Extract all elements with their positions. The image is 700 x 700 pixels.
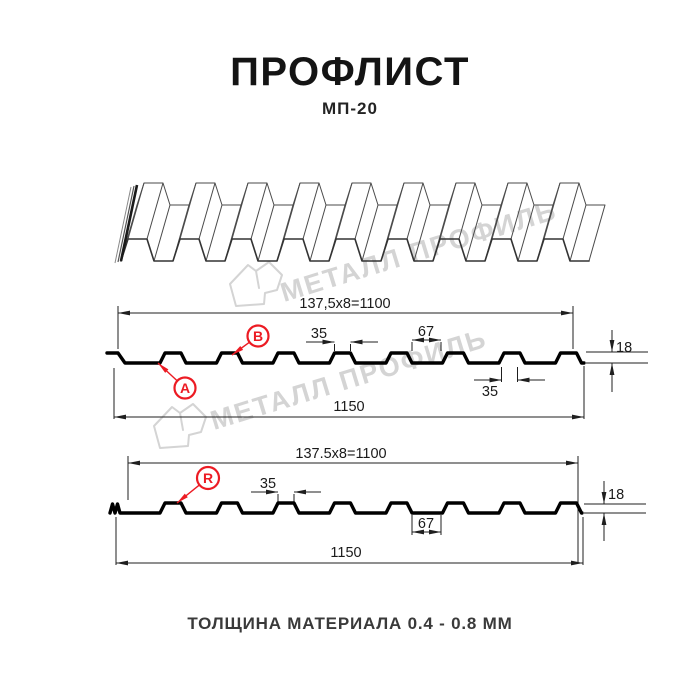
dimension-label: 35	[260, 476, 276, 492]
material-thickness-note: ТОЛЩИНА МАТЕРИАЛА 0.4 - 0.8 ММ	[187, 614, 513, 633]
dimension-label: 18	[616, 340, 632, 356]
dimension-arrow	[572, 414, 584, 420]
rib-fold-line	[588, 204, 606, 262]
dimension-arrow	[158, 363, 169, 373]
rib-fold-line	[205, 204, 223, 262]
brand-logo-outline	[229, 261, 283, 307]
dimension-arrow	[517, 377, 530, 383]
rib-fold-line	[387, 182, 405, 240]
dimension-arrow	[294, 489, 306, 495]
sheet-end-cap	[117, 185, 135, 263]
point-label-letter: R	[203, 470, 213, 486]
dimension-arrow	[350, 339, 363, 345]
rib-fold-line	[361, 204, 379, 262]
dimension-label: 137.5x8=1100	[295, 446, 386, 462]
rib-fold-line	[562, 182, 580, 240]
rib-fold-line	[335, 182, 353, 240]
dimension-arrow	[566, 460, 578, 466]
sheet-end-cap	[119, 184, 139, 262]
dimension-arrow	[489, 377, 502, 383]
rib-fold-line	[257, 204, 275, 262]
dimension-arrow	[412, 337, 424, 343]
point-label-circle	[195, 465, 221, 491]
rib-fold-line	[439, 182, 457, 240]
point-label-circle	[173, 376, 197, 400]
dimension-arrow	[429, 529, 441, 535]
profile-outline	[108, 501, 584, 515]
cross-section-side-R: 137.5x8=1100 1150 35 67 18 R	[108, 446, 646, 566]
dimension-label: 35	[311, 326, 327, 342]
watermark-text: МЕТАЛЛ ПРОФИЛЬ	[207, 323, 491, 436]
rib-fold-line	[354, 182, 372, 240]
dimension-arrow	[116, 560, 128, 566]
dimension-label: 1150	[330, 545, 361, 561]
rib-fold-line	[543, 182, 561, 240]
sheet-front-edge	[120, 238, 590, 262]
page-title: ПРОФЛИСТ	[230, 50, 470, 94]
dimension-arrow	[561, 310, 573, 316]
rib-fold-line	[250, 182, 268, 240]
dimension-arrow	[601, 492, 607, 504]
rib-fold-line	[458, 182, 476, 240]
rib-fold-line	[198, 182, 216, 240]
profile-3d-view	[114, 182, 606, 264]
rib-fold-line	[465, 204, 483, 262]
rib-fold-line	[179, 182, 197, 240]
dimension-arrow	[232, 346, 244, 355]
brand-logo-outline	[153, 403, 207, 449]
dimension-arrow	[118, 310, 130, 316]
dimension-arrow	[322, 339, 335, 345]
rib-fold-line	[569, 204, 587, 262]
rib-fold-line	[302, 182, 320, 240]
point-label-circle	[246, 324, 270, 348]
dimension-label: 137,5x8=1100	[299, 296, 390, 312]
point-label-letter: B	[253, 328, 263, 344]
dimension-arrow	[266, 489, 278, 495]
dimension-arrow	[609, 363, 615, 375]
dimension-arrow	[429, 337, 441, 343]
dimension-label: 67	[418, 516, 434, 532]
dimension-arrow	[177, 493, 188, 503]
point-label-letter: A	[180, 380, 190, 396]
dimension-arrow	[601, 513, 607, 525]
rib-fold-line	[309, 204, 327, 262]
rib-fold-line	[510, 182, 528, 240]
rib-fold-line	[517, 204, 535, 262]
rib-fold-line	[491, 182, 509, 240]
dimension-arrow	[114, 414, 126, 420]
dimension-arrow	[609, 340, 615, 352]
dimension-label: 1150	[333, 399, 364, 415]
dimension-label: 35	[482, 384, 498, 400]
cross-section-side-A: 137,5x8=1100 1150 35 67 35 18 A B	[105, 296, 648, 420]
profile-model-label: МП-20	[322, 99, 378, 118]
profile-outline	[105, 351, 586, 365]
rib-fold-line	[127, 182, 145, 240]
rib-fold-line	[283, 182, 301, 240]
dimension-arrow	[128, 460, 140, 466]
rib-fold-line	[231, 182, 249, 240]
rib-fold-line	[153, 204, 171, 262]
watermark-text: МЕТАЛЛ ПРОФИЛЬ	[277, 195, 561, 308]
rib-fold-line	[413, 204, 431, 262]
dimension-arrow	[412, 529, 424, 535]
sheet-end-cap	[114, 186, 132, 264]
rib-fold-line	[406, 182, 424, 240]
dimension-label: 18	[608, 487, 624, 503]
dimension-label: 67	[418, 324, 434, 340]
rib-fold-line	[146, 182, 164, 240]
dimension-arrow	[571, 560, 583, 566]
